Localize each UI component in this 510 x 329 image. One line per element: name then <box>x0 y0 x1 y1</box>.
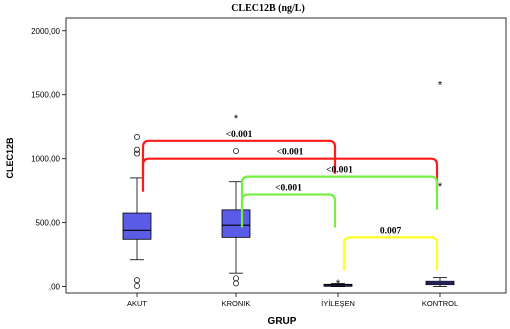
significance-bracket <box>240 193 337 228</box>
outlier-point <box>134 283 140 289</box>
plot-area: ,00 500,00 1000,00 1500,00 2000,00 AKUT KRONIK… <box>31 17 507 308</box>
outlier-point <box>134 134 140 140</box>
outlier-point <box>134 146 140 153</box>
y-tick-label: 500,00 <box>36 219 61 228</box>
extreme-point: * <box>234 113 239 125</box>
outlier-point <box>233 280 239 287</box>
box <box>122 212 152 240</box>
extreme-point: * <box>438 80 443 92</box>
x-tick-label: İYİLEŞEN <box>321 299 355 308</box>
outlier-point <box>233 148 239 154</box>
outlier-point <box>134 277 140 284</box>
x-axis-label: GRUP <box>268 316 297 327</box>
significance-bracket <box>240 175 439 210</box>
y-tick-label: 2000,00 <box>31 27 60 36</box>
y-tick-label: 1500,00 <box>31 91 60 100</box>
y-axis-label: CLEC12B <box>5 137 15 179</box>
significance-label: <0.001 <box>277 148 304 158</box>
extreme-point: * <box>336 278 341 290</box>
significance-label: <0.001 <box>275 184 302 194</box>
x-tick-label: KONTROL <box>422 299 458 308</box>
significance-label: <0.001 <box>326 166 353 176</box>
x-tick-label: AKUT <box>127 299 147 308</box>
y-tick-label: ,00 <box>49 283 61 292</box>
outlier-point <box>233 275 239 282</box>
significance-label: 0.007 <box>380 226 402 236</box>
significance-bracket <box>141 157 439 192</box>
extreme-point: * <box>438 181 443 193</box>
plot-frame <box>65 17 507 294</box>
significance-label: <0.001 <box>226 130 253 140</box>
significance-bracket <box>342 236 439 271</box>
significance-bracket <box>141 139 337 174</box>
box <box>221 209 251 238</box>
outlier-point <box>134 150 140 157</box>
y-tick-label: 1000,00 <box>31 155 60 164</box>
x-tick-label: KRONIK <box>222 299 251 308</box>
chart-title: CLEC12B (ng/L) <box>231 3 305 14</box>
